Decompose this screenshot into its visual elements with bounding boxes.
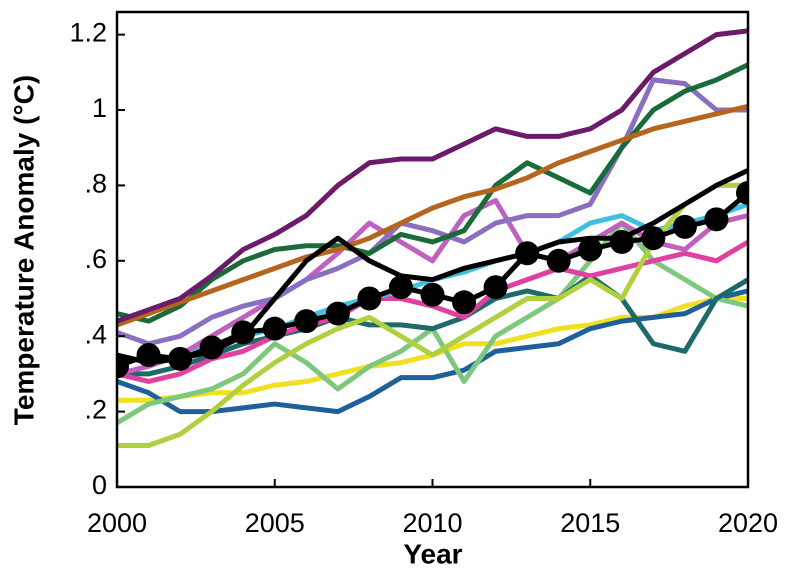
point — [357, 286, 382, 311]
point — [609, 229, 634, 254]
point — [452, 290, 477, 315]
point — [262, 316, 287, 341]
point — [546, 248, 571, 273]
y-tick-label: .6 — [84, 244, 107, 274]
plot-area — [117, 28, 748, 449]
x-tick-label: 2015 — [560, 508, 620, 538]
point — [168, 346, 193, 371]
series-line — [117, 28, 748, 324]
point — [294, 309, 319, 334]
series-line — [117, 77, 748, 347]
y-tick-label: 0 — [92, 470, 107, 500]
point — [325, 301, 350, 326]
point — [199, 335, 224, 360]
series-line — [117, 288, 748, 415]
y-tick-label: .2 — [84, 395, 107, 425]
y-tick-label: 1 — [92, 93, 107, 123]
y-tick-label: .8 — [84, 169, 107, 199]
y-axis-label: Temperature Anomaly (°C) — [8, 75, 39, 425]
series-line — [117, 103, 748, 328]
point — [641, 226, 666, 251]
point — [136, 343, 161, 368]
x-tick-label: 2005 — [245, 508, 305, 538]
point — [231, 320, 256, 345]
point — [736, 180, 748, 205]
y-tick-label: .4 — [84, 319, 107, 349]
point — [117, 354, 129, 379]
x-tick-label: 2020 — [718, 508, 778, 538]
x-tick-label: 2010 — [402, 508, 462, 538]
point — [578, 237, 603, 262]
point — [388, 275, 413, 300]
y-tick-label: 1.2 — [69, 18, 107, 48]
x-tick-label: 2000 — [87, 508, 147, 538]
point — [515, 241, 540, 266]
point — [672, 214, 697, 239]
point — [420, 282, 445, 307]
series-line — [117, 62, 748, 324]
series-line — [117, 182, 748, 449]
x-axis-label: Year — [403, 538, 462, 569]
point — [483, 275, 508, 300]
point — [704, 207, 729, 232]
